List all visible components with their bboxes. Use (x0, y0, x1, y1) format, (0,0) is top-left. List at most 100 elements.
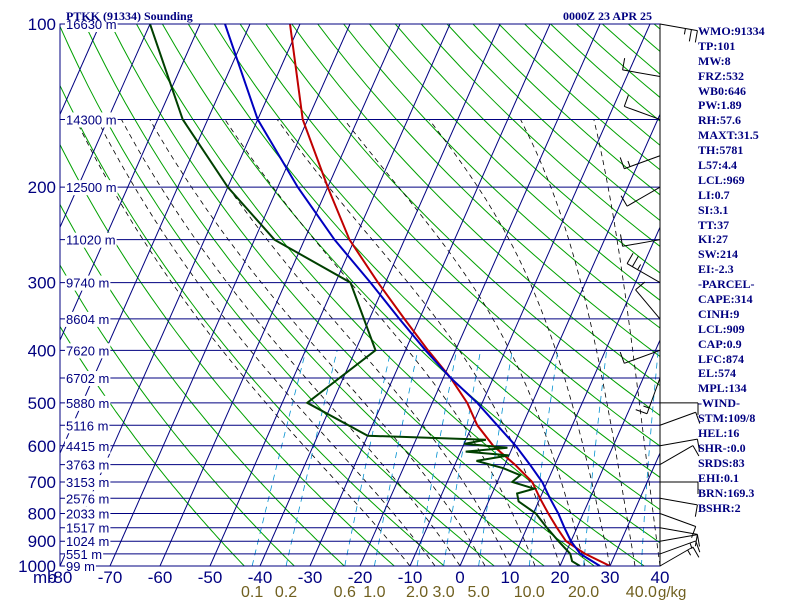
wind-barb-half-flag (637, 264, 642, 270)
height-label-bg (65, 17, 118, 32)
wind-barb-staff (659, 534, 698, 542)
stat-entry: EHI:0.1 (698, 470, 740, 485)
wind-barb (659, 513, 697, 538)
wind-barb (660, 481, 699, 495)
mixing-ratio-label: 2.0 (406, 584, 428, 600)
wind-barb-half-flag (643, 405, 650, 409)
wind-barb-staff (624, 155, 661, 170)
stat-entry: LCL:969 (698, 172, 745, 187)
stat-entry: CINH:9 (698, 306, 740, 321)
isotherm (159, 24, 401, 566)
wind-barb (660, 402, 699, 415)
dry-adiabat (84, 24, 545, 566)
temperature-tick-label: -60 (148, 568, 173, 587)
wind-barb-flag (619, 157, 625, 169)
pressure-tick-label: 700 (28, 473, 56, 492)
mixing-ratio-line (416, 350, 457, 566)
wind-barb-staff (659, 513, 696, 527)
parcel-profile (224, 24, 601, 566)
wind-barb-staff (626, 263, 661, 284)
wind-barb (623, 94, 661, 120)
temperature-tick-label: -20 (348, 568, 373, 587)
stat-entry: LCL:909 (698, 321, 745, 336)
mixing-ratio-label: 0.2 (275, 584, 297, 600)
pressure-tick-label: 500 (28, 394, 56, 413)
stat-entry: STM:109/8 (698, 411, 756, 426)
height-label: 5880 m (66, 396, 109, 411)
stat-entry: WMO:91334 (698, 24, 765, 38)
stat-entry: PW:1.89 (698, 98, 742, 113)
stat-entry: -WIND- (698, 396, 740, 411)
wind-barb-flag (692, 445, 700, 457)
isotherm (209, 24, 451, 566)
stat-entry: TH:5781 (698, 143, 744, 158)
moist-adiabat (520, 119, 636, 566)
temperature-tick-label: -50 (198, 568, 223, 587)
sounding-time: 0000Z 23 APR 25 (563, 9, 653, 23)
height-label: 8604 m (66, 312, 109, 327)
height-label: 1517 m (66, 521, 109, 536)
temperature-tick-label: -70 (98, 568, 123, 587)
wind-barb-staff (659, 445, 694, 466)
dewpoint-profile (149, 24, 581, 566)
pressure-tick-label: 900 (28, 532, 56, 551)
mixing-ratio-label: 1.0 (363, 584, 385, 600)
mixing-ratio-label: 0.6 (334, 584, 356, 600)
wind-barb-flag (635, 281, 646, 291)
wind-barb (635, 281, 661, 320)
stat-entry: MPL:134 (698, 381, 747, 396)
stat-entry: TP:101 (698, 38, 736, 53)
wind-barb-staff (626, 186, 661, 207)
wind-barb (619, 155, 661, 170)
mixing-ratio-label: 3.0 (432, 584, 454, 600)
moist-adiabat (343, 119, 586, 566)
stats-panel: WMO:91334 TP:101 MW:8 FRZ:532 WB0:646 PW:1.89… (698, 24, 798, 515)
station-title: PTKK (91334) Sounding (66, 9, 193, 23)
height-label: 11020 m (66, 233, 116, 248)
height-label: 7620 m (66, 343, 109, 358)
height-label: 14300 m (66, 112, 117, 127)
height-label-bg (65, 232, 117, 248)
height-label-bg (65, 180, 118, 196)
wind-barb-flag (620, 234, 624, 247)
stat-entry: MAXT:31.5 (698, 128, 759, 143)
wind-barb-flag (622, 58, 626, 71)
wind-barb-flag (688, 29, 692, 42)
moist-adiabat (149, 119, 486, 566)
height-label-bg (65, 506, 111, 522)
mixing-ratio-label: 40.0 (626, 584, 657, 600)
moist-adiabat (183, 119, 511, 566)
height-label: 5116 m (66, 418, 108, 433)
height-label: 4415 m (66, 439, 109, 454)
temperature-tick-label: 40 (651, 568, 670, 587)
mixing-ratio-line (344, 350, 392, 566)
height-label: 16630 m (66, 17, 117, 32)
stat-entry: -PARCEL- (698, 277, 755, 292)
height-label-bg (65, 520, 111, 536)
wind-barb-staff (624, 105, 661, 120)
height-label-bg (65, 559, 96, 574)
stat-entry: SRDS:83 (698, 455, 745, 470)
stat-entry: SHR-:0.0 (698, 440, 746, 455)
stat-entry: L57:4.4 (698, 158, 737, 173)
height-label: 2033 m (66, 506, 109, 521)
wind-barb-flag (623, 94, 629, 107)
wind-barb-flag (626, 252, 634, 264)
height-label: 99 m (66, 559, 95, 574)
wind-barb-half-flag (627, 160, 631, 167)
moist-adiabat (75, 119, 411, 566)
moist-adiabat (224, 119, 536, 566)
wind-barb (620, 234, 661, 247)
stat-entry: CAP:0.9 (698, 336, 742, 351)
height-label-bg (65, 475, 111, 491)
wind-barb (659, 527, 698, 547)
mixing-ratio-label: 10.0 (514, 584, 545, 600)
isotherm (109, 24, 351, 566)
wind-barb-staff (622, 69, 661, 78)
isotherm (559, 338, 660, 566)
wind-barb-half-flag (683, 28, 686, 35)
isotherm (359, 24, 601, 566)
isotherm (459, 113, 660, 566)
wind-barb-flag (694, 504, 698, 517)
